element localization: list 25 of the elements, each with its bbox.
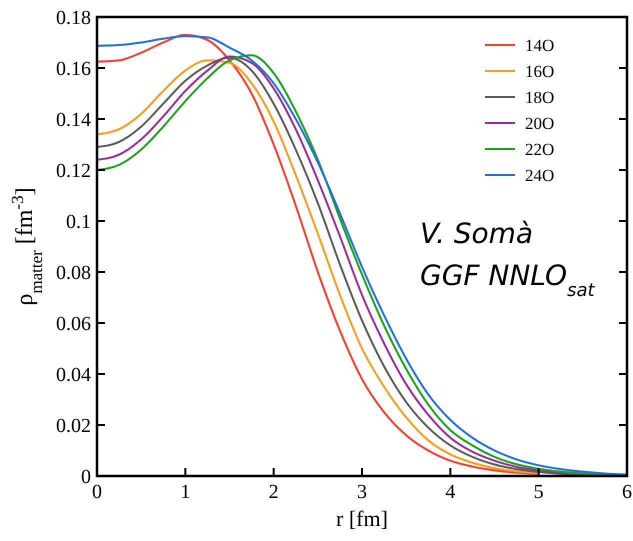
x-tick-label: 3 [357, 481, 367, 503]
y-tick-label: 0.1 [66, 211, 91, 233]
y-tick-label: 0.18 [56, 7, 91, 29]
y-tick-label: 0 [81, 466, 91, 488]
x-tick-label: 5 [534, 481, 544, 503]
x-tick-label: 4 [445, 481, 456, 503]
y-tick-label: 0.16 [56, 58, 91, 80]
legend-label: 20O [525, 114, 554, 133]
x-tick-label: 6 [622, 481, 632, 503]
x-tick-label: 2 [268, 481, 279, 503]
y-tick-label: 0.02 [56, 415, 91, 437]
legend-label: 16O [525, 62, 554, 81]
legend-label: 14O [525, 36, 554, 55]
x-tick-label: 1 [180, 481, 190, 503]
y-tick-label: 0.04 [56, 364, 91, 386]
legend-label: 22O [525, 140, 554, 159]
legend-label: 18O [525, 88, 554, 107]
y-tick-label: 0.12 [56, 160, 91, 182]
y-tick-label: 0.06 [56, 313, 91, 335]
annotation: GGF NNLO$_{sat}$ [420, 259, 596, 300]
annotation: V. Somà [420, 217, 534, 250]
y-tick-label: 0.08 [56, 262, 91, 284]
x-axis-title: r [fm] [336, 506, 388, 531]
legend-label: 24O [525, 166, 554, 185]
y-tick-label: 0.14 [56, 109, 91, 131]
